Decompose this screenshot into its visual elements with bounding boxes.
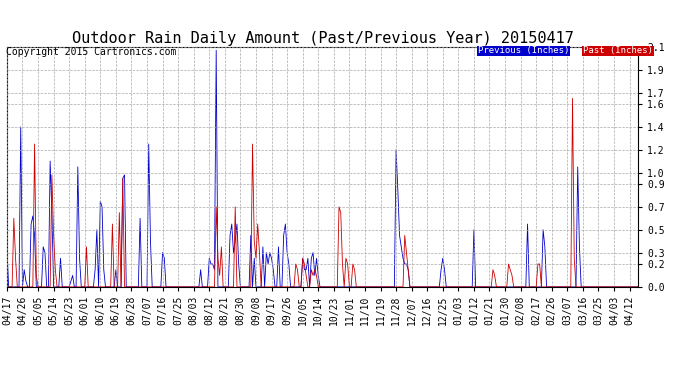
Text: Previous (Inches): Previous (Inches) [478,46,569,56]
Text: Copyright 2015 Cartronics.com: Copyright 2015 Cartronics.com [6,47,176,57]
Title: Outdoor Rain Daily Amount (Past/Previous Year) 20150417: Outdoor Rain Daily Amount (Past/Previous… [72,31,573,46]
Text: Past (Inches): Past (Inches) [583,46,653,56]
